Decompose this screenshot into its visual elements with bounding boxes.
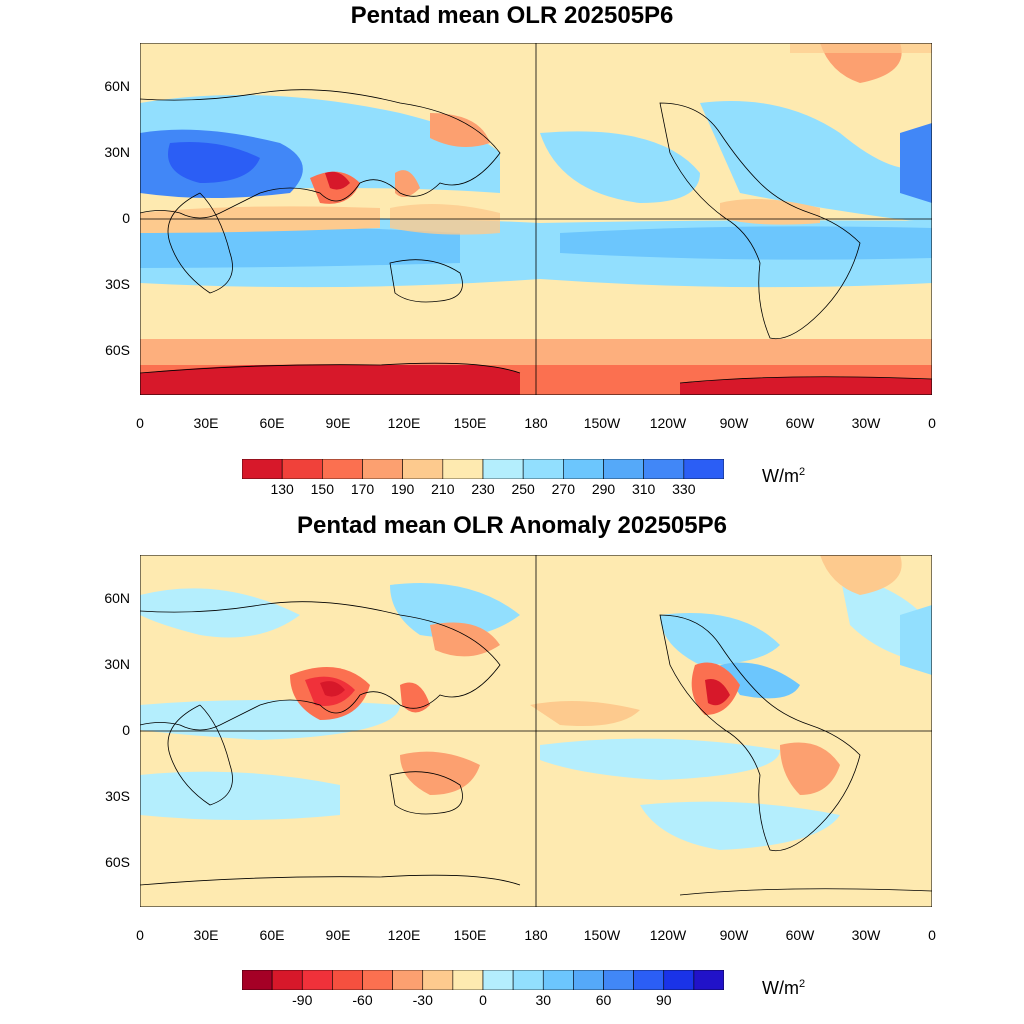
lat-tick-label: 60N: [104, 78, 130, 94]
colorbar-swatch: [422, 970, 454, 990]
lon-tick-label: 0: [928, 927, 936, 943]
colorbar-swatch: [482, 970, 514, 990]
lat-tick-label: 30N: [104, 144, 130, 160]
lon-tick-label: 180: [524, 927, 548, 943]
colorbar-label: -30: [412, 992, 433, 1008]
colorbar-label: 130: [270, 481, 294, 497]
lon-tick-label: 90W: [719, 415, 749, 431]
colorbar-swatch: [362, 459, 403, 479]
colorbar-boxes: [242, 970, 724, 990]
lat-tick-label: 30S: [105, 788, 130, 804]
units-superscript: 2: [798, 466, 806, 478]
olr-map-panel: [140, 43, 932, 395]
colorbar-label: 270: [551, 481, 575, 497]
lat-tick-label: 0: [122, 722, 130, 738]
map-title-olr: Pentad mean OLR 202505P6: [350, 2, 674, 29]
lon-tick-label: 60E: [259, 927, 285, 943]
lat-tick-label: 60N: [104, 590, 130, 606]
olr-anomaly-map-field: [140, 555, 932, 907]
colorbar-label: 90: [655, 992, 672, 1008]
lon-tick-label: 180: [524, 415, 548, 431]
lon-tick-label: 120E: [387, 415, 421, 431]
colorbar-swatch: [573, 970, 604, 990]
colorbar-swatch: [322, 459, 363, 479]
colorbar-label: 330: [672, 481, 696, 497]
colorbar-swatch: [281, 459, 323, 479]
lon-tick-label: 150E: [453, 415, 487, 431]
lon-tick-label: 150E: [453, 927, 487, 943]
lat-tick-label: 60S: [105, 342, 130, 358]
colorbar-swatch: [452, 970, 484, 990]
colorbar-label: 0: [479, 992, 487, 1008]
colorbar-label: 60: [595, 992, 612, 1008]
lon-tick-label: 30E: [193, 927, 219, 943]
colorbar-label: 230: [471, 481, 495, 497]
colorbar-label: 190: [390, 481, 415, 497]
colorbar-swatch: [242, 970, 273, 990]
colorbar-swatch: [693, 970, 724, 990]
colorbar-label: 30: [535, 992, 552, 1008]
colorbar-swatch: [242, 459, 283, 479]
lon-tick-label: 90E: [325, 927, 351, 943]
colorbar-label: 170: [350, 481, 375, 497]
colorbar-swatch: [301, 970, 333, 990]
lon-tick-label: 0: [136, 415, 144, 431]
lon-tick-label: 90E: [325, 415, 351, 431]
olr-map-field: [140, 43, 932, 395]
colorbar-label: 310: [631, 481, 656, 497]
colorbar-swatch: [603, 459, 644, 479]
colorbar-swatch: [643, 459, 685, 479]
olr-colorbar-units: W/m2: [762, 466, 805, 487]
lon-tick-label: 150W: [583, 415, 621, 431]
lon-tick-label: 60E: [259, 415, 285, 431]
colorbar-swatch: [442, 459, 484, 479]
colorbar-swatch: [271, 970, 303, 990]
colorbar-label: 210: [431, 481, 455, 497]
colorbar-swatch: [603, 970, 634, 990]
olr-anomaly-colorbar: -90 -60 -30 0 30 60 90: [242, 970, 724, 1008]
colorbar-swatch: [522, 459, 564, 479]
lon-tick-label: 120W: [649, 415, 687, 431]
lon-tick-label: 0: [928, 415, 936, 431]
colorbar-swatch: [332, 970, 363, 990]
colorbar-boxes: [242, 459, 724, 479]
colorbar-swatch: [633, 970, 665, 990]
colorbar-swatch: [482, 459, 524, 479]
colorbar-swatch: [542, 970, 574, 990]
lon-tick-label: 60W: [785, 415, 815, 431]
colorbar-swatch: [362, 970, 393, 990]
colorbar-label: 250: [511, 481, 535, 497]
lon-tick-label: 30W: [851, 415, 881, 431]
units-text: W/m: [762, 466, 799, 486]
colorbar-label: 290: [591, 481, 616, 497]
colorbar-swatch: [402, 459, 444, 479]
colorbar-label: 150: [310, 481, 334, 497]
lon-tick-label: 30E: [193, 415, 219, 431]
map-title-olr-anomaly: Pentad mean OLR Anomaly 202505P6: [297, 512, 727, 539]
lon-tick-label: 30W: [851, 927, 881, 943]
units-text: W/m: [762, 978, 799, 998]
colorbar-swatch: [683, 459, 724, 479]
colorbar-swatch: [563, 459, 604, 479]
colorbar-swatch: [512, 970, 544, 990]
lat-tick-label: 0: [122, 210, 130, 226]
olr-colorbar: 130 150 170 190 210 230 250 270 290 310 330: [242, 459, 724, 497]
lon-tick-label: 150W: [583, 927, 621, 943]
lon-tick-label: 90W: [719, 927, 749, 943]
colorbar-label: -90: [292, 992, 313, 1008]
olr-anomaly-colorbar-units: W/m2: [762, 978, 805, 999]
colorbar-swatch: [392, 970, 424, 990]
lat-tick-label: 30N: [104, 656, 130, 672]
lon-tick-label: 120W: [649, 927, 687, 943]
lat-tick-label: 30S: [105, 276, 130, 292]
lon-tick-label: 60W: [785, 927, 815, 943]
units-superscript: 2: [798, 978, 806, 990]
lon-tick-label: 120E: [387, 927, 421, 943]
colorbar-label: -60: [352, 992, 373, 1008]
lat-tick-label: 60S: [105, 854, 130, 870]
olr-anomaly-map-panel: [140, 555, 932, 907]
lon-tick-label: 0: [136, 927, 144, 943]
colorbar-swatch: [663, 970, 695, 990]
